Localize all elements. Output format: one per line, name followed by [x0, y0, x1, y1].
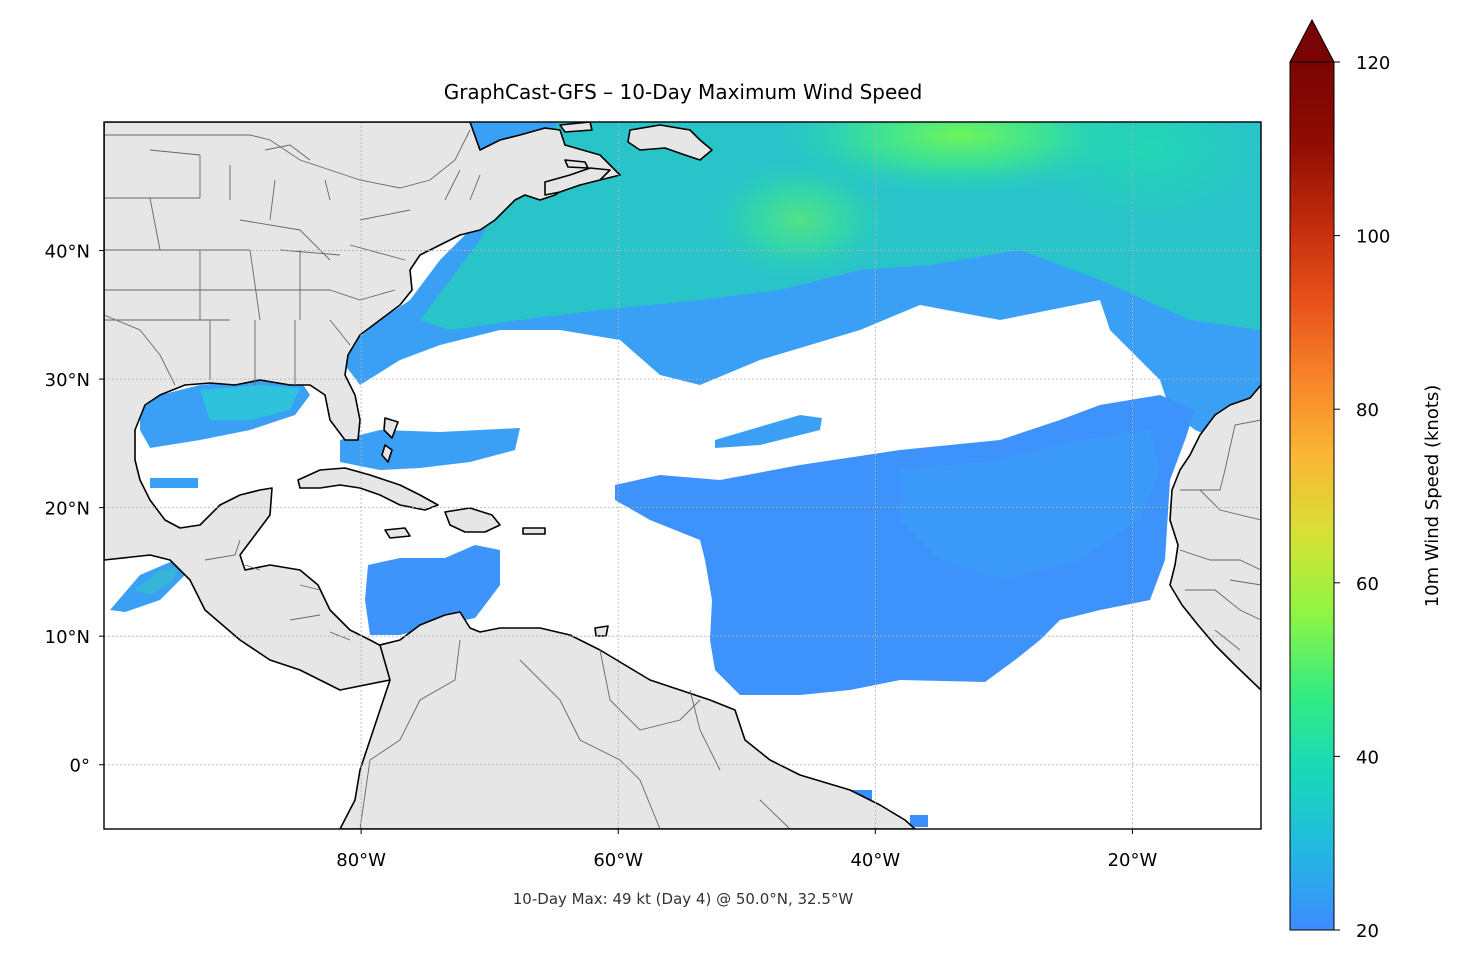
- x-tick-label: 60°W: [593, 850, 643, 871]
- x-tick-label: 80°W: [336, 850, 386, 871]
- border-africa: [1179, 419, 1261, 651]
- y-axis-ticks: 40°N 30°N 20°N 10°N 0°: [45, 242, 104, 777]
- land-nova-scotia: [544, 167, 611, 196]
- y-tick-label: 30°N: [45, 370, 90, 391]
- y-tick-label: 20°N: [45, 499, 90, 520]
- land-africa: [1169, 384, 1261, 691]
- y-tick-label: 0°: [70, 756, 90, 777]
- wind-field-patch: [910, 815, 928, 827]
- wind-field-tropical-core: [900, 430, 1160, 580]
- wind-field-pacific-core: [135, 568, 178, 595]
- land-north-america: [104, 122, 621, 691]
- political-borders: [104, 129, 1261, 829]
- border-us-mexico: [104, 314, 176, 386]
- chart-title: GraphCast-GFS – 10-Day Maximum Wind Spee…: [444, 80, 923, 104]
- colorbar-ticks: 20 40 60 80 100 120: [1334, 53, 1390, 942]
- wind-field-caribbean: [365, 545, 500, 635]
- border-central-america: [204, 539, 351, 641]
- y-tick-label: 40°N: [45, 242, 90, 263]
- colorbar-extend-arrow: [1289, 18, 1335, 63]
- land-anticosti: [559, 122, 593, 133]
- border-south-america: [359, 639, 791, 829]
- colorbar-tick-label: 40: [1356, 747, 1379, 768]
- border-great-lakes: [264, 144, 331, 221]
- max-wind-footnote: 10-Day Max: 49 kt (Day 4) @ 50.0°N, 32.5…: [513, 890, 854, 908]
- border-us-canada: [104, 129, 471, 189]
- wind-field-patch: [150, 478, 198, 488]
- x-tick-label: 40°W: [850, 850, 900, 871]
- colorbar-tick-label: 80: [1356, 400, 1379, 421]
- x-axis-ticks: 80°W 60°W 40°W 20°W: [336, 829, 1157, 871]
- colorbar-scale: [1289, 61, 1335, 931]
- land-masses: [104, 122, 1261, 829]
- land-puerto-rico: [522, 527, 546, 535]
- colorbar-tick-label: 60: [1356, 574, 1379, 595]
- wind-field-gulf-core: [200, 385, 300, 420]
- colorbar-tick-label: 120: [1356, 53, 1390, 74]
- land-south-america: [339, 611, 916, 829]
- map-frame: [103, 121, 1262, 830]
- y-tick-label: 10°N: [45, 627, 90, 648]
- land-pei: [564, 159, 589, 169]
- land-bahamas-1: [383, 417, 399, 439]
- land-trinidad: [594, 625, 609, 637]
- wind-field-central-atlantic-strip: [715, 415, 822, 448]
- land-jamaica: [384, 527, 411, 539]
- wind-jet-east: [1040, 122, 1260, 220]
- land-bahamas-2: [381, 444, 393, 463]
- wind-jet-secondary: [710, 160, 890, 280]
- gridlines: [104, 122, 1261, 829]
- colorbar-tick-label: 20: [1356, 921, 1379, 942]
- colorbar-label: 10m Wind Speed (knots): [1422, 385, 1443, 608]
- land-newfoundland: [627, 124, 713, 161]
- land-cuba: [297, 467, 439, 511]
- map-area: [104, 122, 1261, 829]
- border-states-1: [104, 149, 481, 385]
- land-hispaniola: [444, 507, 501, 533]
- x-tick-label: 20°W: [1108, 850, 1158, 871]
- colorbar: 20 40 60 80 100 120 10m Wind Speed (knots): [1289, 18, 1443, 942]
- colorbar-tick-label: 100: [1356, 227, 1390, 248]
